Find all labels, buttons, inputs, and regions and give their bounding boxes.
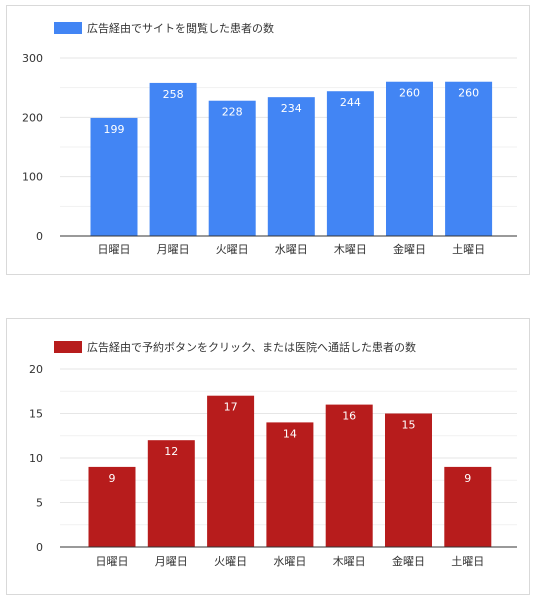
visitors-data-label: 234 [281, 102, 302, 115]
conversions-data-label: 9 [464, 472, 471, 485]
conversions-x-tick-label: 木曜日 [333, 555, 366, 568]
visitors-legend-label: 広告経由でサイトを閲覧した患者の数 [87, 21, 274, 35]
visitors-bar [90, 117, 138, 236]
conversions-bar [207, 395, 255, 547]
visitors-x-tick-label: 日曜日 [98, 243, 131, 256]
conversions-bar [385, 413, 432, 547]
conversions-x-tick-label: 水曜日 [273, 555, 306, 568]
conversions-y-tick-label: 10 [29, 452, 43, 465]
visitors-data-label: 260 [399, 87, 420, 100]
visitors-bar [326, 91, 374, 236]
visitors-bar [267, 97, 315, 236]
visitors-bar [149, 82, 197, 236]
conversions-data-label: 14 [283, 427, 297, 440]
conversions-x-tick-label: 土曜日 [451, 555, 484, 568]
visitors-y-tick-label: 300 [22, 52, 43, 65]
visitors-x-tick-label: 土曜日 [452, 243, 485, 256]
visitors-bar [386, 81, 433, 236]
chart-panel-conversions: 広告経由で予約ボタンをクリック、または医院へ通話した患者の数 0 5 10 15 20 9 日… [6, 318, 530, 595]
visitors-x-tick-label: 火曜日 [216, 243, 249, 256]
conversions-bar [88, 466, 136, 547]
conversions-chart-svg: 広告経由で予約ボタンをクリック、または医院へ通話した患者の数 0 5 10 15 20 9 日… [29, 340, 517, 568]
visitors-data-label: 258 [163, 88, 184, 101]
conversions-bar [147, 440, 195, 547]
visitors-x-tick-label: 金曜日 [393, 242, 426, 256]
visitors-data-label: 228 [222, 106, 243, 119]
conversions-data-label: 12 [164, 445, 178, 458]
visitors-x-tick-label: 月曜日 [157, 243, 190, 256]
conversions-legend: 広告経由で予約ボタンをクリック、または医院へ通話した患者の数 [54, 340, 416, 354]
visitors-bar [208, 100, 256, 236]
conversions-x-tick-label: 日曜日 [96, 555, 129, 568]
visitors-x-tick-label: 水曜日 [275, 243, 308, 256]
conversions-legend-swatch [54, 341, 82, 353]
visitors-data-label: 199 [104, 123, 125, 136]
conversions-data-label: 15 [402, 419, 416, 432]
visitors-bar [445, 81, 493, 236]
visitors-legend-swatch [54, 22, 82, 34]
visitors-legend: 広告経由でサイトを閲覧した患者の数 [54, 21, 274, 35]
visitors-y-tick-label: 0 [36, 230, 43, 243]
conversions-x-tick-label: 金曜日 [392, 554, 425, 568]
visitors-x-tick-label: 木曜日 [334, 243, 367, 256]
visitors-data-label: 244 [340, 96, 361, 109]
conversions-data-label: 9 [109, 472, 116, 485]
visitors-y-tick-label: 100 [22, 171, 43, 184]
conversions-data-label: 17 [224, 401, 238, 414]
visitors-y-tick-label: 200 [22, 111, 43, 124]
conversions-bar [266, 422, 314, 547]
conversions-x-tick-label: 月曜日 [155, 555, 188, 568]
visitors-data-label: 260 [458, 87, 479, 100]
visitors-chart-svg: 広告経由でサイトを閲覧した患者の数 0 100 200 300 199 日曜日 258 月曜日 2… [22, 21, 517, 256]
conversions-y-tick-label: 0 [36, 541, 43, 554]
conversions-data-label: 16 [342, 410, 356, 423]
conversions-y-tick-label: 20 [29, 363, 43, 376]
conversions-bar [444, 466, 492, 547]
chart-panel-visitors: 広告経由でサイトを閲覧した患者の数 0 100 200 300 199 日曜日 258 月曜日 2… [6, 5, 530, 275]
conversions-x-tick-label: 火曜日 [214, 555, 247, 568]
conversions-y-tick-label: 5 [36, 497, 43, 510]
conversions-bar [325, 404, 373, 547]
conversions-y-tick-label: 15 [29, 408, 43, 421]
conversions-legend-label: 広告経由で予約ボタンをクリック、または医院へ通話した患者の数 [87, 340, 416, 354]
